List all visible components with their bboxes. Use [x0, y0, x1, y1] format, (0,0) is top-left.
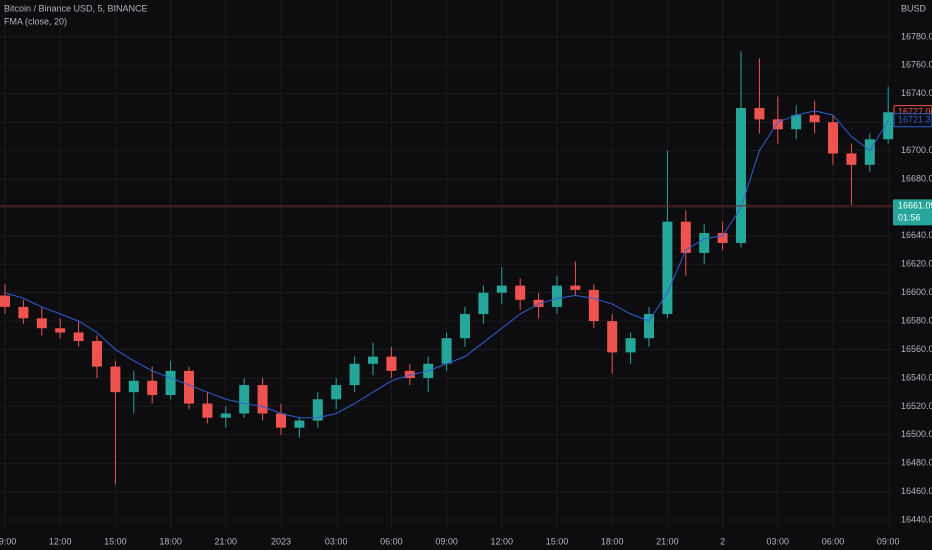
candle-body [736, 107, 746, 243]
candle-body [699, 233, 710, 253]
candle-body [404, 370, 415, 378]
price-label: 16721.37 [898, 115, 932, 125]
countdown: 01:56 [898, 212, 921, 222]
x-tick-label: 06:00 [380, 536, 403, 546]
candle-body [147, 380, 158, 396]
candle-body [184, 370, 194, 404]
x-tick-label: 03:00 [767, 536, 790, 546]
y-tick-label: 16500.00 [901, 429, 932, 439]
candle-body [478, 292, 489, 315]
x-tick-label: 09:00 [435, 536, 458, 546]
candle-body [349, 363, 360, 386]
candle-body [294, 420, 305, 428]
x-tick-label: 18:00 [159, 536, 182, 546]
candle-body [846, 153, 857, 165]
x-tick-label: 18:00 [601, 536, 624, 546]
x-tick-label: 21:00 [656, 536, 679, 546]
y-tick-label: 16540.00 [901, 372, 932, 382]
price-label-box [893, 113, 932, 128]
y-tick-label: 16760.00 [901, 60, 932, 70]
candle-body [533, 299, 544, 307]
y-tick-label: 16780.00 [901, 31, 932, 41]
y-tick-label: 16600.00 [901, 287, 932, 297]
candle-body [607, 321, 618, 353]
unit-label: BUSD [901, 3, 927, 13]
candle-body [864, 139, 875, 165]
y-tick-label: 16680.00 [901, 173, 932, 183]
candle-body [386, 356, 397, 371]
y-tick-label: 16620.00 [901, 259, 932, 269]
y-tick-label: 16480.00 [901, 458, 932, 468]
candle-body [110, 366, 121, 393]
candle-body [496, 285, 507, 293]
y-tick-label: 16520.00 [901, 401, 932, 411]
candle-body [625, 338, 636, 353]
x-tick-label: 03:00 [325, 536, 348, 546]
candle-body [276, 413, 286, 428]
x-tick-label: 2023 [271, 536, 291, 546]
candle-body [331, 385, 342, 400]
candle-body [441, 338, 452, 364]
candle-body [754, 107, 765, 120]
candle-body [772, 119, 783, 130]
candle-body [257, 385, 268, 414]
x-tick-label: 06:00 [822, 536, 845, 546]
x-tick-label: 2 [720, 536, 725, 546]
candle-body [662, 221, 673, 315]
price-label: 16727.08 [898, 107, 932, 117]
y-tick-label: 16440.00 [901, 514, 932, 524]
y-tick-label: 16700.00 [901, 145, 932, 155]
candle-body [644, 314, 654, 339]
y-tick-label: 16640.00 [901, 230, 932, 240]
indicator-name: FMA (close, 20) [4, 16, 67, 26]
price-label: 16661.09 [898, 200, 932, 210]
candle-body [791, 115, 802, 130]
price-label-box [893, 199, 932, 226]
candle-body [680, 221, 691, 253]
candle-body [515, 285, 526, 300]
x-tick-label: 15:00 [546, 536, 569, 546]
x-tick-label: 09:00 [877, 536, 900, 546]
candle-body [128, 380, 139, 393]
candle-body [18, 306, 29, 319]
candle-body [202, 403, 213, 418]
axes: 16440.00 16460.00 16480.00 16500.00 16520.00… [0, 31, 932, 546]
candle-body [312, 399, 323, 421]
candle-body [368, 356, 378, 364]
candle-body [0, 295, 10, 307]
candle-body [883, 112, 894, 140]
chart-title: Bitcoin / Binance USD, 5, BINANCE [4, 3, 148, 13]
candle-body [165, 370, 176, 396]
candle-body [809, 115, 820, 123]
candle-body [717, 233, 728, 243]
candle-body [55, 328, 66, 333]
y-tick-label: 16580.00 [901, 316, 932, 326]
x-tick-label: 21:00 [215, 536, 238, 546]
x-tick-label: 12:00 [49, 536, 72, 546]
candle-body [92, 341, 102, 367]
candle-body [73, 332, 84, 342]
x-tick-label: 12:00 [491, 536, 514, 546]
y-tick-label: 16740.00 [901, 88, 932, 98]
candle-body [460, 314, 470, 339]
candle-body [588, 289, 599, 322]
candle-body [552, 285, 562, 307]
x-tick-label: 15:00 [104, 536, 127, 546]
candle-body [239, 385, 250, 414]
candle-body [36, 318, 47, 329]
x-tick-label: 09:00 [0, 536, 16, 546]
candle-body [220, 413, 231, 418]
indicator-line [4, 110, 889, 419]
candle-body [570, 285, 581, 290]
plot [0, 51, 894, 485]
candle-body [828, 122, 838, 154]
y-tick-label: 16560.00 [901, 344, 932, 354]
y-tick-label: 16460.00 [901, 486, 932, 496]
